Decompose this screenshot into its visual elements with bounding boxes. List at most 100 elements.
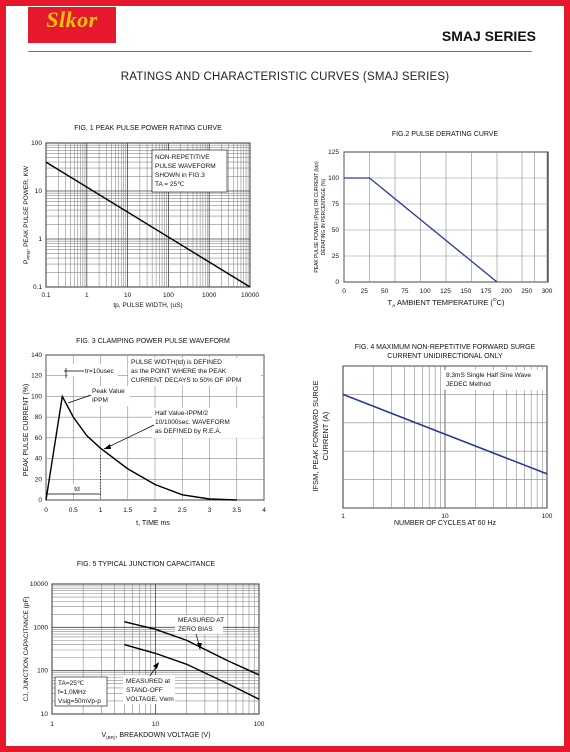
fig5-zero-bias-line-2: ZERO BIAS (178, 626, 213, 633)
fig3-tr-label: tr=10usec (85, 368, 114, 375)
fig1-ytick-3: 10 (35, 188, 43, 195)
fig2-ytick-5: 100 (328, 175, 339, 182)
series-title: SMAJ SERIES (441, 28, 536, 44)
fig5-zero-bias-line-1: MEASURED AT (178, 617, 224, 624)
fig4-annotation-line-1: 8.3mS Single Half Sine Wave (446, 372, 531, 379)
fig3-pulse-width-line-1: PULSE WIDTH(td) is DEFINED (131, 359, 222, 366)
fig3-title: FIG. 3 CLAMPING POWER PULSE WAVEFORM (76, 338, 230, 345)
fig4-annotation-bg (443, 370, 545, 390)
fig3-ytick-1: 0 (38, 497, 42, 504)
fig2-xtick-5: 100 (420, 288, 431, 295)
fig3-peak-line-1: Peak Value (92, 388, 125, 395)
fig2-xtick-7: 150 (460, 288, 471, 295)
fig2-ytick-2: 25 (332, 253, 340, 260)
fig3-half-bg (152, 408, 262, 438)
fig1-ytick-1: 0.1 (33, 284, 42, 291)
fig2-xtick-1: 0 (342, 288, 346, 295)
fig3-xtick-8: 3.5 (232, 507, 241, 514)
fig1-title: FIG. 1 PEAK PULSE POWER RATING CURVE (74, 125, 222, 132)
fig2-xlabel: TA AMBIENT TEMPERATURE (OC) (387, 297, 505, 309)
fig1-ytick-2: 1 (38, 236, 42, 243)
fig1-xtick-4: 100 (163, 292, 174, 299)
fig5-ylabel: CJ, JUNCTION CAPACITANCE (pF) (23, 596, 30, 701)
fig3-ytick-4: 60 (35, 435, 43, 442)
fig4-curve (342, 393, 548, 475)
fig3-half-arrowhead (104, 444, 111, 449)
fig2-ytick-6: 125 (328, 149, 339, 156)
fig5-xlabel: V(BR), BREAKDOWN VOLTAGE (V) (101, 732, 210, 740)
fig3-xtick-7: 3 (208, 507, 212, 514)
fig1-ylabel-part-2: PPM (26, 250, 31, 260)
fig5-xlabel-part-3: , BREAKDOWN VOLTAGE (V) (116, 732, 211, 739)
fig3-pulse-width-line-2: as the POINT WHERE the PEAK (131, 368, 227, 375)
fig2-xtick-9: 200 (501, 288, 512, 295)
fig2-xtick-4: 75 (401, 288, 409, 295)
fig3-xtick-3: 1 (99, 507, 103, 514)
fig3-ytick-3: 40 (35, 456, 43, 463)
fig3-td-label: td (74, 486, 80, 493)
fig5-zero-bias-bg (175, 615, 223, 634)
fig5-conditions-box (54, 676, 108, 707)
fig2-xtick-2: 25 (361, 288, 369, 295)
fig5-standoff-line-3: VOLTAGE, Vwm (126, 696, 174, 703)
fig2-xlabel-part-1: T (387, 298, 392, 307)
fig5-conditions-line-3: Vsig=50mVp-p (58, 698, 101, 705)
fig5-ytick-2: 100 (37, 668, 48, 675)
fig2-xlabel-part-2: A (392, 303, 396, 309)
fig1-xtick-2: 1 (85, 292, 89, 299)
fig5-xtick-2: 10 (152, 721, 160, 728)
fig4-ylabel-line-2: CURRENT (A) (321, 411, 330, 460)
fig1-annotation-line-4: TA = 25℃ (155, 181, 185, 188)
fig5-xtick-1: 1 (50, 721, 54, 728)
fig1-curve (45, 161, 251, 288)
fig3-curve (45, 394, 237, 501)
fig4-ylabel-line-1: IFSM, PEAK FORWARD SURGE (311, 380, 320, 491)
fig4-annotation-line-2: JEDEC Method (446, 381, 491, 388)
fig2-xlabel-part-5: C) (497, 298, 505, 307)
fig4-xtick-1: 1 (341, 513, 345, 520)
fig3-ytick-2: 20 (35, 476, 43, 483)
fig2-xtick-3: 50 (381, 288, 389, 295)
fig3-half-line-2: 10/1000sec. WAVEFORM (155, 419, 230, 426)
fig4-xtick-3: 100 (542, 513, 553, 520)
fig5-xtick-3: 100 (254, 721, 265, 728)
fig3-half-line-1: Half Value-IPPM/2 (155, 410, 208, 417)
fig3-xlabel: t, TIME ms (136, 520, 170, 527)
fig1-xlabel: tp, PULSE WIDTH, (uS) (113, 302, 182, 309)
brand-logo: Slkor (28, 7, 116, 43)
fig3-ytick-6: 100 (31, 393, 42, 400)
fig5-conditions-line-1: TA=25℃ (58, 680, 85, 687)
fig1-xtick-5: 1000 (202, 292, 217, 299)
fig1-xtick-6: 10000 (241, 292, 259, 299)
fig2-ylabel-line-1: PEAK PULSE POWER (Ppp) OR CURRENT (Ipp) (314, 161, 320, 273)
fig3-ytick-7: 120 (31, 373, 42, 380)
fig1-xtick-3: 10 (124, 292, 132, 299)
fig1-annotation-line-2: PULSE WAVEFORM (155, 163, 216, 170)
fig1-ylabel-part-1: P (23, 260, 30, 264)
fig2-title: FIG.2 PULSE DERATING CURVE (392, 131, 499, 138)
fig3-peak-line-2: IPPM (92, 397, 108, 404)
fig5-conditions-line-2: f=1.0MHz (58, 689, 86, 696)
fig5-xlabel-part-2: (BR) (106, 735, 116, 740)
fig3-half-line-3: as DEFINED by R.E.A. (155, 428, 222, 435)
fig3-peak-arrow (67, 394, 92, 404)
fig5-ytick-3: 1000 (34, 624, 49, 631)
fig3-pulse-width-line-3: CURRENT DECAYS to 50% OF IPPM (131, 377, 241, 384)
fig3-xtick-9: 4 (262, 507, 266, 514)
fig3-xtick-5: 2 (153, 507, 157, 514)
fig5-curve-1 (124, 621, 260, 676)
logo-text: Slkor (46, 7, 98, 32)
fig5-ytick-1: 10 (41, 711, 49, 718)
fig3-xtick-6: 2.5 (178, 507, 187, 514)
page-title: RATINGS AND CHARACTERISTIC CURVES (SMAJ … (120, 71, 450, 83)
fig3-xtick-4: 1.5 (123, 507, 132, 514)
fig3-ytick-5: 80 (35, 414, 43, 421)
fig2-curve (344, 177, 498, 283)
fig2-xtick-6: 125 (440, 288, 451, 295)
header-divider (28, 51, 532, 52)
fig3-tr-bg (68, 364, 118, 376)
fig1-ylabel-part-3: , PEAK PULSE POWER, KW (23, 165, 30, 250)
fig2-ytick-4: 75 (332, 201, 340, 208)
fig3-annotation-bg (128, 358, 261, 386)
